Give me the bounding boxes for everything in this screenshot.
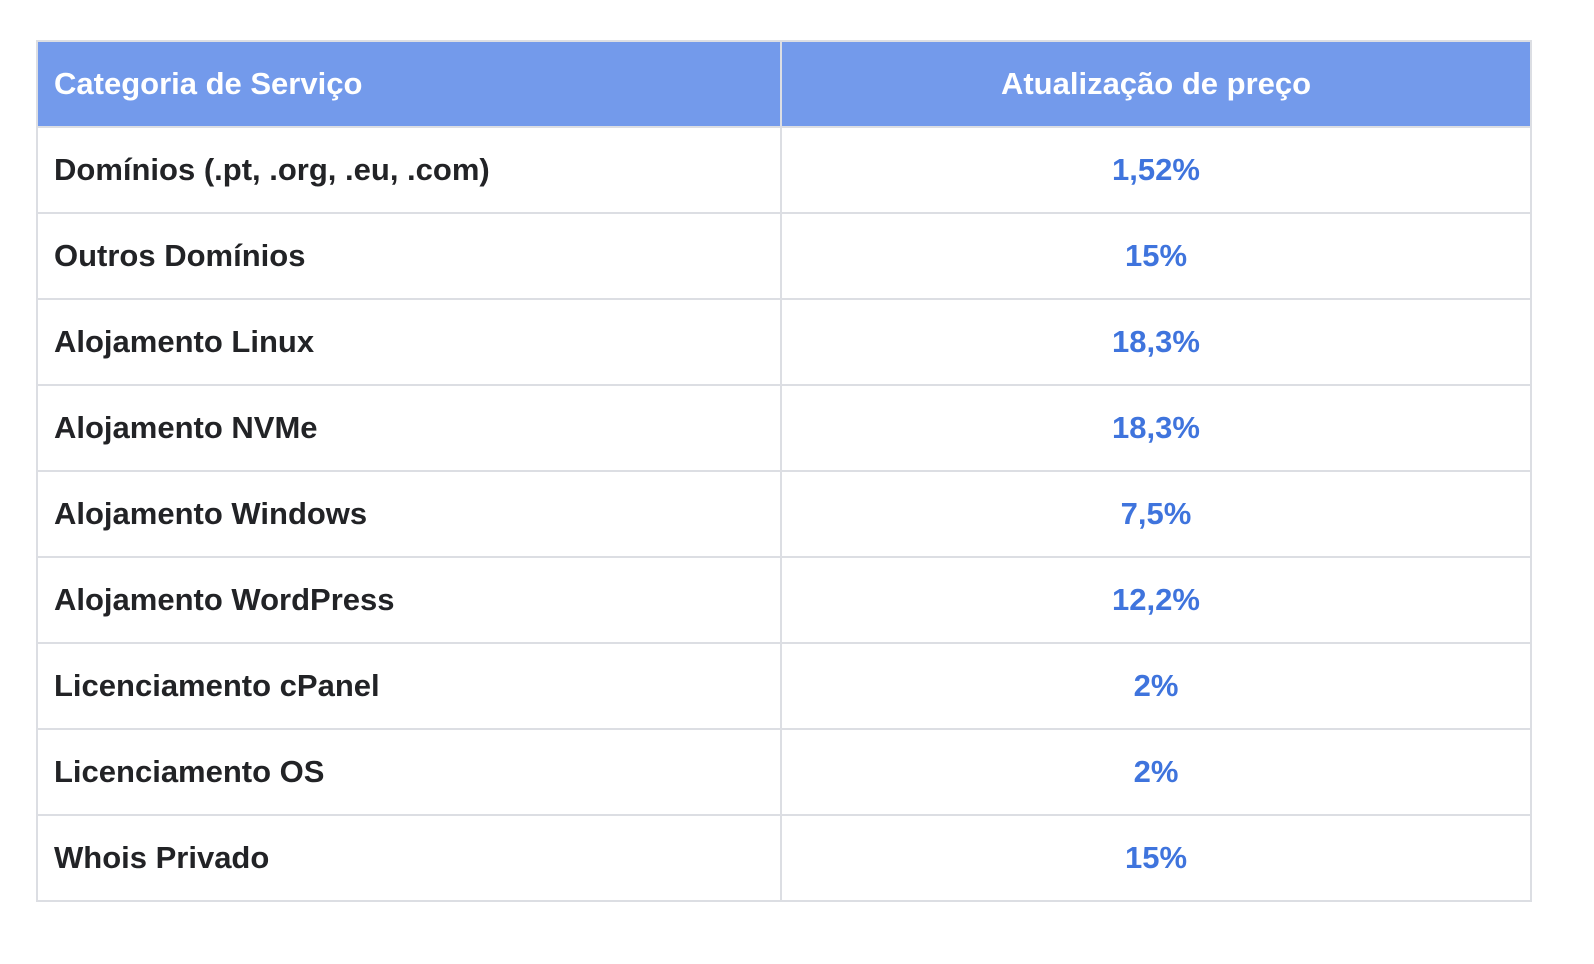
row-price-update: 2% <box>780 642 1532 730</box>
table-row: Alojamento WordPress 12,2% <box>36 556 1532 644</box>
row-category: Outros Domínios <box>36 212 782 300</box>
row-category: Alojamento Linux <box>36 298 782 386</box>
row-price-update: 15% <box>780 814 1532 902</box>
price-update-table: Categoria de Serviço Atualização de preç… <box>36 40 1532 902</box>
table-row: Licenciamento OS 2% <box>36 728 1532 816</box>
row-price-update: 18,3% <box>780 298 1532 386</box>
table-header: Categoria de Serviço Atualização de preç… <box>36 40 1532 128</box>
header-category: Categoria de Serviço <box>36 40 782 128</box>
table-row: Whois Privado 15% <box>36 814 1532 902</box>
header-price-update: Atualização de preço <box>780 40 1532 128</box>
row-category: Whois Privado <box>36 814 782 902</box>
row-category: Licenciamento cPanel <box>36 642 782 730</box>
row-category: Alojamento Windows <box>36 470 782 558</box>
row-price-update: 15% <box>780 212 1532 300</box>
row-price-update: 1,52% <box>780 126 1532 214</box>
table-row: Alojamento NVMe 18,3% <box>36 384 1532 472</box>
price-update-table-container: Categoria de Serviço Atualização de preç… <box>36 40 1532 902</box>
table-row: Alojamento Linux 18,3% <box>36 298 1532 386</box>
row-price-update: 12,2% <box>780 556 1532 644</box>
row-category: Licenciamento OS <box>36 728 782 816</box>
table-header-row: Categoria de Serviço Atualização de preç… <box>36 40 1532 128</box>
row-category: Alojamento NVMe <box>36 384 782 472</box>
table-row: Outros Domínios 15% <box>36 212 1532 300</box>
row-category: Alojamento WordPress <box>36 556 782 644</box>
table-row: Alojamento Windows 7,5% <box>36 470 1532 558</box>
table-body: Domínios (.pt, .org, .eu, .com) 1,52% Ou… <box>36 126 1532 902</box>
table-row: Domínios (.pt, .org, .eu, .com) 1,52% <box>36 126 1532 214</box>
row-price-update: 7,5% <box>780 470 1532 558</box>
row-price-update: 2% <box>780 728 1532 816</box>
row-category: Domínios (.pt, .org, .eu, .com) <box>36 126 782 214</box>
row-price-update: 18,3% <box>780 384 1532 472</box>
table-row: Licenciamento cPanel 2% <box>36 642 1532 730</box>
